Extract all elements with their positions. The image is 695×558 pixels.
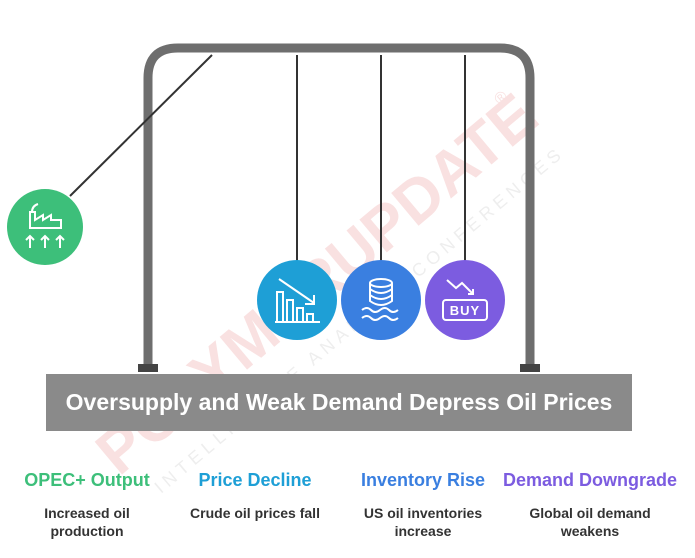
- item-description: US oil inventories: [364, 505, 482, 521]
- item-label: OPEC+ Output: [24, 470, 150, 490]
- title-bar: [46, 374, 632, 431]
- item-description: increase: [395, 523, 452, 539]
- frame-foot: [138, 364, 158, 372]
- string: [69, 54, 213, 197]
- item-description: Crude oil prices fall: [190, 505, 320, 521]
- item-description: weakens: [560, 523, 620, 539]
- item-label: Demand Downgrade: [503, 470, 677, 490]
- ball-demand: BUY: [425, 260, 505, 340]
- ball-price: [257, 260, 337, 340]
- icon-text: BUY: [450, 303, 480, 318]
- item-description: Increased oil: [44, 505, 130, 521]
- item-label: Inventory Rise: [361, 470, 485, 490]
- item-description: production: [50, 523, 123, 539]
- ball-inventory: [341, 260, 421, 340]
- cradle-frame: [143, 43, 535, 368]
- descriptions: Increased oil production Crude oil prices …: [44, 505, 650, 539]
- frame-foot: [520, 364, 540, 372]
- item-description: Global oil demand: [529, 505, 650, 521]
- title: Oversupply and Weak Demand Depress Oil P…: [66, 389, 613, 415]
- item-label: Price Decline: [198, 470, 311, 490]
- ball-opec: [7, 189, 83, 265]
